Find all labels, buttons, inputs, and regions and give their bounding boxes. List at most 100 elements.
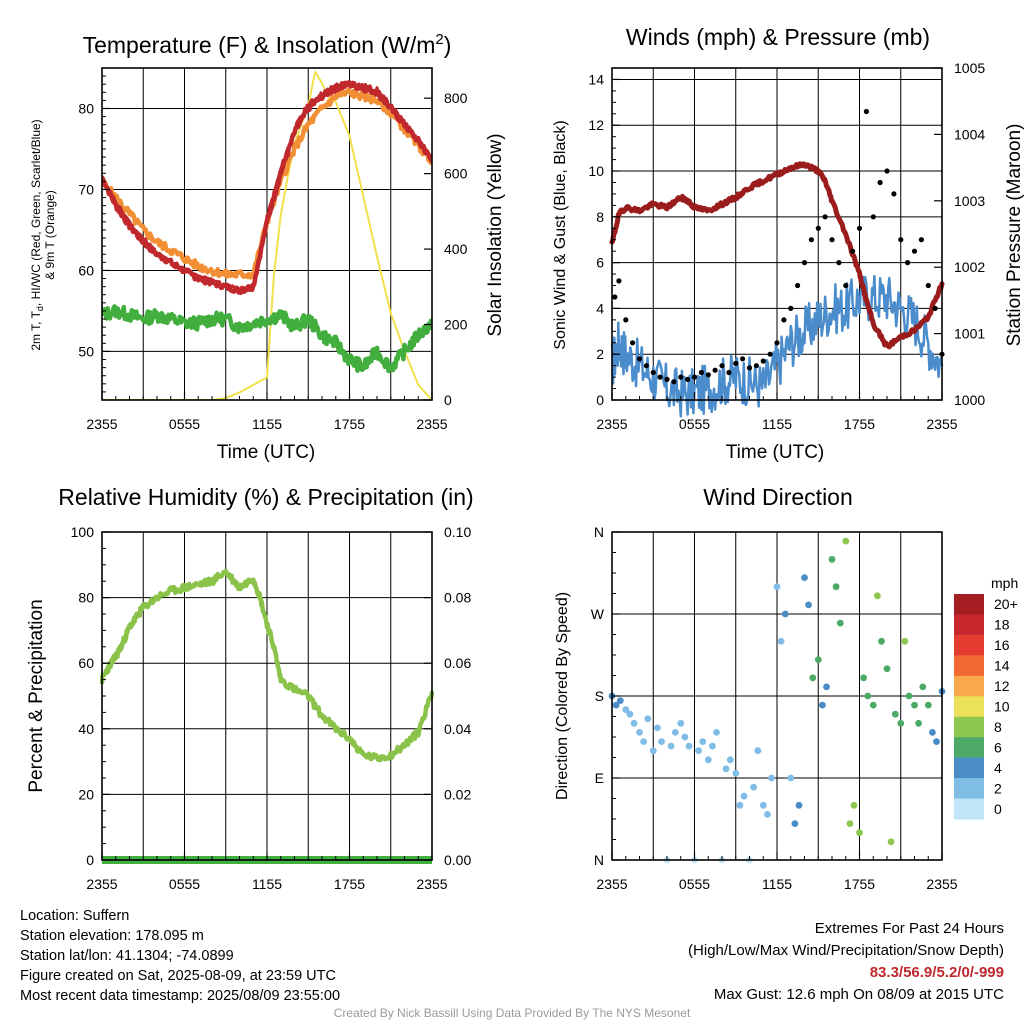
heat-index-line [102, 80, 432, 293]
direction-point [764, 811, 771, 818]
y2-tick-label: 600 [444, 166, 468, 182]
direction-point [704, 756, 712, 764]
speed-colorbar: mph 20+ 18 16 14 12 10 8 6 4 2 0 [954, 575, 1018, 820]
wind-direction-ylabel: Direction (Colored By Speed) [554, 592, 571, 800]
colorbar-swatch [954, 634, 984, 656]
x-tick-label: 0555 [169, 876, 200, 892]
y-tick-label: 100 [71, 524, 95, 540]
colorbar-swatch [954, 696, 984, 718]
direction-point [809, 674, 817, 682]
direction-point [667, 742, 675, 750]
y2-tick-label: 400 [444, 241, 468, 257]
direction-point [759, 801, 767, 809]
gust-point [932, 305, 938, 311]
gust-point [712, 367, 718, 373]
colorbar-swatch [954, 655, 984, 677]
direction-point [671, 729, 679, 736]
direction-point [856, 829, 863, 837]
y-tick-label: E [595, 770, 604, 786]
direction-point [736, 801, 744, 809]
y-tick-label: 80 [78, 100, 94, 116]
colorbar-label: 10 [994, 699, 1010, 715]
y-tick-label: 12 [588, 117, 604, 133]
gust-point [856, 225, 863, 231]
winds-y2label: Station Pressure (Maroon) [1004, 124, 1024, 347]
winds-axes: 0 2 4 6 8 10 12 14 2355 0555 1155 1755 2355 1000 1001 1… [588, 60, 985, 432]
direction-point [695, 747, 702, 755]
temperature-grid [102, 68, 432, 400]
direction-point [864, 692, 872, 700]
station-latlon: Station lat/lon: 41.1304; -74.0899 [20, 948, 234, 964]
direction-point [919, 683, 927, 691]
gust-point [636, 356, 643, 362]
gust-point [643, 363, 650, 369]
max-gust: Max Gust: 12.6 mph On 08/09 at 2015 UTC [713, 986, 1004, 1003]
colorbar-swatch [954, 614, 984, 636]
winds-series [609, 108, 945, 418]
gust-point [671, 379, 677, 385]
winds-panel: Winds (mph) & Pressure (mb) 0 2 4 6 8 10 12 14 2… [552, 24, 1024, 463]
y-tick-label: 60 [78, 262, 94, 278]
y2-tick-label: 1000 [954, 392, 985, 408]
gust-point [877, 179, 883, 186]
humidity-title: Relative Humidity (%) & Precipitation (i… [58, 484, 473, 510]
direction-point [622, 706, 630, 714]
gust-point [650, 369, 656, 376]
direction-point [874, 592, 881, 600]
direction-point [654, 724, 661, 732]
y-tick-label: 40 [78, 721, 94, 737]
wind-direction-title: Wind Direction [703, 484, 853, 510]
direction-point [699, 738, 707, 745]
credit-line: Created By Nick Bassill Using Data Provi… [333, 1006, 691, 1020]
temperature-series [102, 70, 432, 400]
direction-point [726, 756, 734, 764]
gust-point [925, 282, 931, 289]
winds-title: Winds (mph) & Pressure (mb) [626, 24, 930, 50]
y-tick-label: N [594, 852, 604, 868]
gust-point [753, 363, 760, 369]
direction-point [732, 770, 740, 777]
x-tick-label: 1155 [252, 416, 282, 432]
gust-point [630, 340, 636, 346]
temperature-axes: 50 60 70 80 2355 0555 1155 1755 2355 0 200 400 600 80… [78, 67, 468, 432]
gust-point [863, 108, 870, 115]
gust-point [905, 260, 911, 266]
gust-point [705, 372, 711, 378]
gust-point [898, 237, 904, 243]
direction-point [722, 765, 730, 773]
y-tick-label: 70 [78, 181, 94, 197]
colorbar-label: 12 [994, 678, 1010, 694]
y-tick-label: S [595, 688, 604, 704]
direction-point [850, 801, 858, 809]
colorbar-swatch [954, 778, 984, 800]
direction-point [630, 719, 638, 727]
gust-point [623, 317, 629, 323]
gust-point [911, 248, 918, 254]
direction-point [616, 697, 624, 704]
temperature-y2label: Solar Insolation (Yellow) [485, 133, 506, 336]
direction-point [713, 729, 720, 736]
x-tick-label: 1155 [762, 416, 792, 432]
direction-point [823, 683, 830, 691]
colorbar-label: 2 [994, 780, 1002, 796]
sonic-wind-line [610, 274, 944, 418]
direction-point [777, 637, 785, 645]
direction-point [905, 692, 913, 700]
winds-ylabel: Sonic Wind & Gust (Blue, Black) [552, 120, 569, 349]
humidity-ylabel: Percent & Precipitation [26, 599, 47, 792]
wind-direction-grid [612, 532, 942, 860]
colorbar-label: 0 [994, 801, 1002, 817]
direction-point [860, 674, 867, 682]
x-tick-label: 0555 [169, 416, 200, 432]
wind-direction-axes: N E S W N 2355 0555 1155 1755 2355 [591, 524, 958, 892]
direction-point [685, 742, 693, 750]
y-tick-label: 10 [588, 163, 604, 179]
temperature-title: Temperature (F) & Insolation (W/m2) [83, 31, 452, 58]
direction-point [887, 838, 895, 846]
temperature-panel: Temperature (F) & Insolation (W/m2) 50 60… [29, 31, 506, 463]
gust-point [726, 369, 732, 376]
y-tick-label: 2 [596, 346, 604, 362]
x-tick-label: 0555 [679, 876, 710, 892]
direction-point [832, 583, 840, 591]
colorbar-label: 8 [994, 719, 1002, 735]
